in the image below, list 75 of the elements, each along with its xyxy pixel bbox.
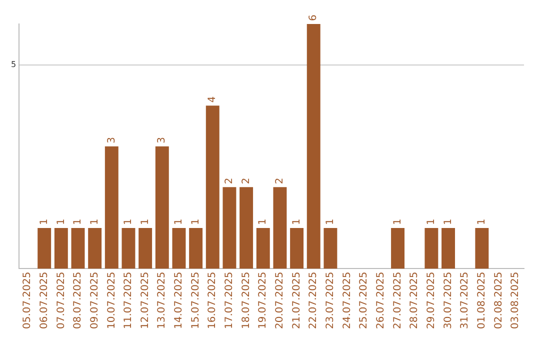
x-tick-label: 05.07.2025 xyxy=(22,272,34,330)
x-tick-label: 18.07.2025 xyxy=(240,272,252,330)
data-label: 1 xyxy=(476,218,488,225)
data-label: 1 xyxy=(190,218,202,225)
x-tick-label: 19.07.2025 xyxy=(258,272,269,330)
x-tick-label: 15.07.2025 xyxy=(190,272,202,330)
x-tick-label: 01.08.2025 xyxy=(476,272,488,330)
x-tick-label: 28.07.2025 xyxy=(409,272,420,330)
data-label: 1 xyxy=(392,218,404,225)
x-tick-label: 31.07.2025 xyxy=(460,272,471,330)
data-label: 1 xyxy=(140,218,151,225)
x-tick-label: 14.07.2025 xyxy=(174,272,185,330)
bar xyxy=(122,228,136,269)
x-tick-label: 08.07.2025 xyxy=(72,272,84,330)
x-tick-label: 07.07.2025 xyxy=(56,272,67,330)
x-tick-label: 21.07.2025 xyxy=(291,272,302,330)
x-tick-label: 09.07.2025 xyxy=(89,272,100,330)
bar xyxy=(424,228,438,269)
x-tick-label: 30.07.2025 xyxy=(442,272,454,330)
x-tick-label: 23.07.2025 xyxy=(325,272,336,330)
x-tick-label: 24.07.2025 xyxy=(342,272,353,330)
data-label: 2 xyxy=(240,178,252,184)
x-tick-label: 22.07.2025 xyxy=(308,272,320,330)
data-label: 1 xyxy=(258,218,269,225)
data-label: 2 xyxy=(224,178,236,184)
bar xyxy=(475,228,489,269)
bar xyxy=(222,187,236,269)
data-label: 1 xyxy=(442,218,454,225)
bar xyxy=(306,24,320,269)
bar xyxy=(290,228,304,269)
data-label: 1 xyxy=(72,218,84,225)
x-tick-label: 17.07.2025 xyxy=(224,272,236,330)
bar xyxy=(38,228,52,269)
data-label: 2 xyxy=(274,178,286,184)
bar xyxy=(391,228,405,269)
data-label: 1 xyxy=(38,218,50,225)
bar xyxy=(442,228,455,269)
data-label: 1 xyxy=(89,218,100,225)
x-tick-label: 03.08.2025 xyxy=(510,272,522,330)
data-label: 4 xyxy=(207,96,218,103)
y-tick-label: 5 xyxy=(10,60,16,69)
x-tick-label: 26.07.2025 xyxy=(376,272,387,330)
x-tick-label: 02.08.2025 xyxy=(493,272,504,330)
data-label: 3 xyxy=(106,136,118,144)
x-tick-label: 25.07.2025 xyxy=(358,272,370,330)
bar xyxy=(189,228,203,269)
bar xyxy=(155,146,169,269)
bar xyxy=(71,228,85,269)
data-label: 1 xyxy=(56,218,67,225)
data-label: 1 xyxy=(291,218,302,225)
data-label: 6 xyxy=(308,14,320,21)
x-tick-label: 11.07.2025 xyxy=(123,272,134,330)
bar xyxy=(88,228,102,269)
x-tick-label: 16.07.2025 xyxy=(207,272,218,330)
data-label: 1 xyxy=(426,218,438,225)
bar xyxy=(240,187,254,269)
bar xyxy=(206,106,220,269)
bar xyxy=(256,228,270,269)
bar xyxy=(138,228,152,269)
x-tick-label: 20.07.2025 xyxy=(274,272,286,330)
bar xyxy=(273,187,287,269)
x-tick-label: 27.07.2025 xyxy=(392,272,404,330)
bar xyxy=(104,146,118,269)
data-label: 3 xyxy=(156,136,168,144)
bar xyxy=(172,228,186,269)
x-tick-label: 06.07.2025 xyxy=(38,272,50,330)
bar xyxy=(54,228,68,269)
bar xyxy=(324,228,338,269)
x-tick-label: 10.07.2025 xyxy=(106,272,118,330)
x-tick-label: 12.07.2025 xyxy=(140,272,151,330)
x-tick-label: 13.07.2025 xyxy=(156,272,168,330)
data-label: 1 xyxy=(325,218,336,225)
data-label: 1 xyxy=(123,218,134,225)
data-label: 1 xyxy=(174,218,185,225)
x-tick-label: 29.07.2025 xyxy=(426,272,438,330)
